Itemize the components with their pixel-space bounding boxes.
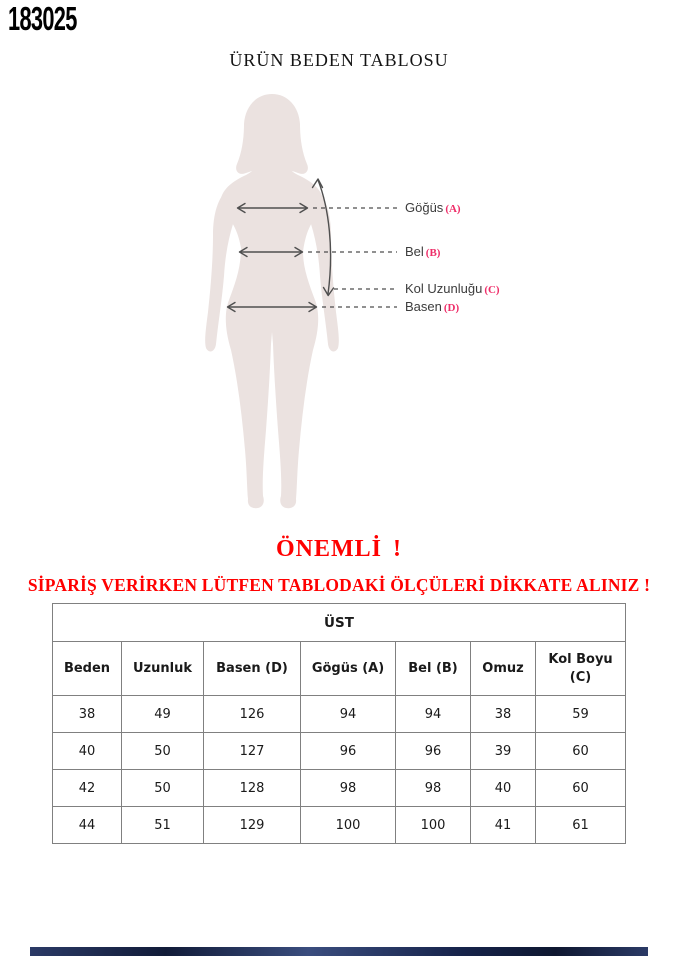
- size-cell: 50: [121, 769, 204, 807]
- size-cell: 100: [395, 806, 471, 844]
- label-chest-text: Göğüs: [405, 200, 444, 215]
- label-arm-length: Kol Uzunluğu (C): [405, 281, 500, 297]
- page-title: ÜRÜN BEDEN TABLOSU: [229, 50, 449, 70]
- size-cell: 59: [534, 695, 627, 733]
- size-cell: 98: [395, 769, 471, 807]
- size-cell: 96: [300, 732, 396, 770]
- col-header-basen: Basen (D): [203, 641, 301, 696]
- size-cell: 39: [470, 732, 536, 770]
- size-cell: 40: [52, 732, 122, 770]
- female-silhouette: [205, 94, 339, 509]
- size-cell: 38: [52, 695, 122, 733]
- col-header-kol-boyu: Kol Boyu (C): [534, 641, 627, 696]
- size-cell: 94: [395, 695, 471, 733]
- size-cell: 49: [121, 695, 204, 733]
- size-cell: 50: [121, 732, 204, 770]
- size-cell: 42: [52, 769, 122, 807]
- col-header-beden: Beden: [52, 641, 122, 696]
- product-code: 183025: [8, 0, 77, 37]
- label-arm-length-letter: (C): [484, 284, 500, 296]
- col-header-bel: Bel (B): [395, 641, 471, 696]
- label-arm-length-text: Kol Uzunluğu: [405, 281, 483, 296]
- label-waist-letter: (B): [425, 247, 441, 259]
- footer-brand-bar: [30, 947, 648, 956]
- table-group-header-row: ÜST: [51, 603, 627, 642]
- size-cell: 40: [470, 769, 536, 807]
- size-cell: 128: [203, 769, 301, 807]
- size-cell: 51: [121, 806, 204, 844]
- measurement-arrows: [226, 178, 335, 313]
- size-cell: 60: [534, 732, 627, 770]
- size-cell: 60: [534, 769, 627, 807]
- table-row: 38 49 126 94 94 38 59: [52, 695, 627, 733]
- label-hip: Basen (D): [405, 299, 459, 315]
- size-cell: 41: [470, 806, 536, 844]
- col-header-uzunluk: Uzunluk: [121, 641, 204, 696]
- order-warning-text: SİPARİŞ VERİRKEN LÜTFEN TABLODAKİ ÖLÇÜLE…: [27, 575, 651, 595]
- size-cell: 96: [395, 732, 471, 770]
- size-cell: 127: [203, 732, 301, 770]
- size-cell: 129: [203, 806, 301, 844]
- size-cell: 38: [470, 695, 536, 733]
- col-header-gogus: Gögüs (A): [300, 641, 396, 696]
- col-header-omuz: Omuz: [470, 641, 536, 696]
- label-waist-text: Bel: [405, 244, 424, 259]
- label-chest: Göğüs (A): [405, 200, 461, 216]
- size-cell: 61: [534, 806, 627, 844]
- label-hip-text: Basen: [405, 299, 442, 314]
- important-heading: ÖNEMLİ !: [276, 536, 402, 562]
- leader-lines: [308, 207, 397, 308]
- size-cell: 44: [52, 806, 122, 844]
- size-cell: 98: [300, 769, 396, 807]
- label-hip-letter: (D): [443, 302, 460, 314]
- label-chest-letter: (A): [445, 203, 461, 215]
- body-measurement-diagram: [205, 94, 397, 509]
- table-header-row: Beden Uzunluk Basen (D) Gögüs (A) Bel (B…: [52, 641, 627, 696]
- table-row: 44 51 129 100 100 41 61: [52, 806, 627, 844]
- table-row: 42 50 128 98 98 40 60: [52, 769, 627, 807]
- size-table: ÜST Beden Uzunluk Basen (D) Gögüs (A) Be…: [51, 603, 627, 844]
- size-cell: 126: [203, 695, 301, 733]
- group-header-ust: ÜST: [51, 603, 627, 642]
- size-cell: 100: [300, 806, 396, 844]
- label-waist: Bel (B): [405, 244, 440, 260]
- table-row: 40 50 127 96 96 39 60: [52, 732, 627, 770]
- size-cell: 94: [300, 695, 396, 733]
